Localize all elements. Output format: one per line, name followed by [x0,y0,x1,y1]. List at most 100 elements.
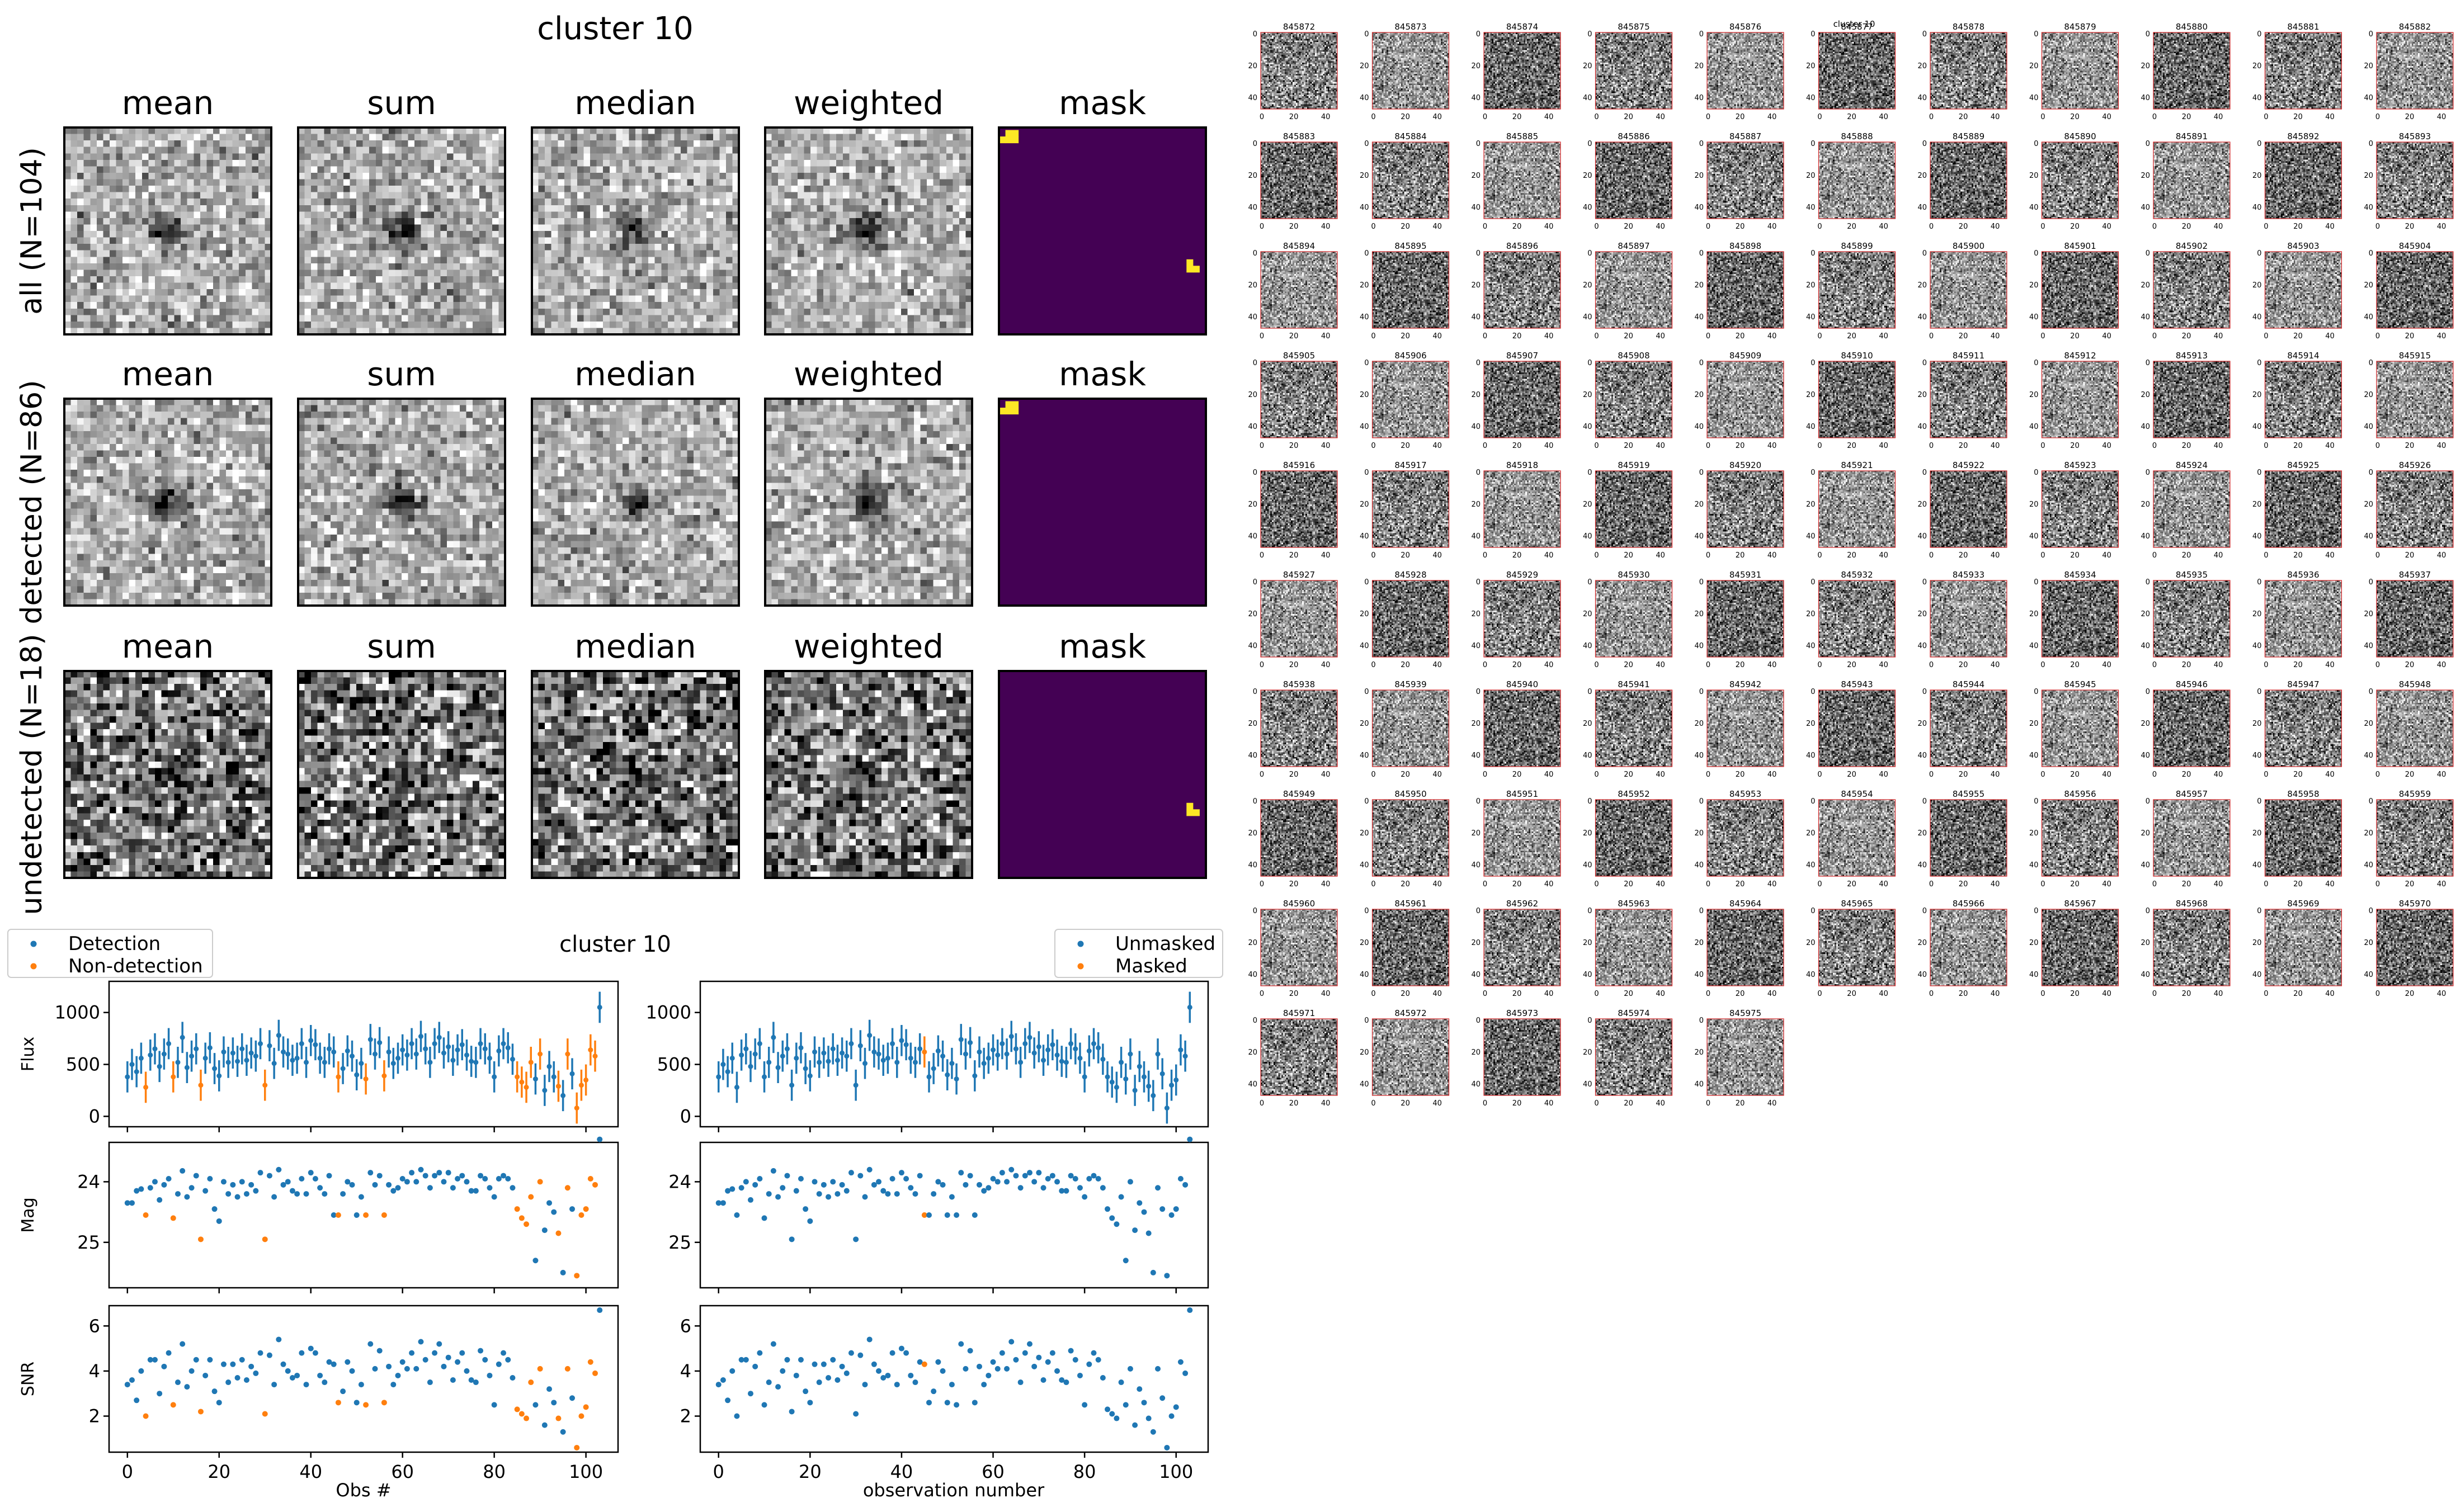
cutout-y-tick: 20 [1471,391,1481,399]
mag-point [761,1215,767,1221]
cutout-x-tick: 0 [1483,223,1487,231]
mag-point [944,1212,950,1218]
cutout-x-tick: 20 [1401,551,1410,560]
snr-point [1168,1413,1175,1419]
snr-point [541,1422,548,1428]
cutout-id-label: 845911 [1953,351,1984,361]
cutout-x-tick: 20 [2405,442,2415,450]
cutout-x-tick: 20 [1624,113,1633,121]
snr-point [175,1379,181,1386]
cutout-frame [1483,361,1561,438]
mag-point [220,1179,227,1185]
snr-point [143,1413,149,1419]
flux-point [524,1084,529,1090]
mag-point [976,1182,982,1188]
snr-point [312,1350,318,1356]
cutout-x-tick: 40 [1656,551,1665,560]
mag-point [353,1212,360,1218]
cutout-y-tick: 20 [1694,172,1704,180]
flux-point [492,1074,497,1080]
mag-point [331,1212,337,1218]
cutout-x-tick: 40 [2325,661,2335,669]
cutout-y-tick: 40 [1694,642,1704,650]
flux-point [1008,1033,1014,1039]
flux-point [469,1059,474,1064]
stack-image [64,399,271,606]
cutout-x-tick: 0 [2264,661,2268,669]
flux-point [239,1046,245,1052]
mag-point [518,1215,525,1221]
cutout-id-label: 845928 [1394,570,1426,580]
cutout-id-label: 845941 [1618,679,1649,689]
cutout-frame [1483,141,1561,219]
snr-point [322,1379,328,1386]
mag-point [432,1173,438,1179]
cutout-id-label: 845927 [1283,570,1315,580]
mag-point [848,1170,854,1176]
mag-point [885,1191,891,1197]
snr-point [445,1354,451,1360]
cutout-image [1707,690,1784,767]
mag-point [551,1209,557,1215]
mag-point [459,1173,465,1179]
snr-point [994,1365,1001,1372]
cutout-x-tick: 20 [2070,442,2080,450]
cutout-y-tick: 0 [2146,578,2150,587]
cutout-y-tick: 40 [1806,204,1816,212]
y-tick-label: 500 [657,1054,691,1075]
snr-point [1114,1415,1120,1421]
cutout-frame [1818,32,1896,110]
cutout-id-label: 845903 [2287,241,2319,251]
cutout-x-tick: 40 [1767,880,1777,889]
mag-point [963,1182,969,1188]
cutout-x-tick: 20 [2405,332,2415,341]
cutout-frame [1595,799,1673,877]
cutout-frame [1706,361,1784,438]
mag-point [1173,1206,1179,1212]
cutout-id-label: 845913 [2176,351,2208,361]
mag-point [803,1206,809,1212]
mag-point [216,1218,222,1224]
cutout-x-tick: 0 [2375,223,2380,231]
cutout-id-label: 845915 [2399,351,2431,361]
cutout-y-tick: 0 [1699,1017,1704,1025]
cutout-x-tick: 20 [2293,661,2303,669]
snr-point [830,1357,836,1363]
cutout-x-tick: 0 [1929,442,1934,450]
cutout-image [2153,800,2230,876]
cutout-y-tick: 40 [1471,204,1481,212]
mag-point [299,1176,305,1182]
cutout-image [2265,909,2342,986]
snr-point [1022,1350,1028,1356]
cutout-y-tick: 40 [1694,861,1704,870]
flux-point [367,1037,373,1042]
flux-point [267,1043,272,1048]
cutout-image [1818,142,1896,219]
snr-point [271,1382,277,1388]
cutout-y-tick: 40 [1248,204,1257,212]
cutout-x-tick: 20 [1512,771,1522,779]
cutout-y-tick: 20 [1360,829,1369,838]
cutout-x-tick: 40 [1656,113,1665,121]
panel-frame [699,980,1209,1128]
snr-point [225,1379,232,1386]
cutout-id-label: 845875 [1618,22,1649,32]
mag-point [528,1194,534,1200]
stack-image [765,127,972,334]
flux-point [775,1065,781,1070]
flux-point [748,1064,753,1069]
mag-point [152,1179,158,1185]
snr-point [404,1365,410,1372]
cutout-id-label: 845916 [1283,460,1315,470]
mag-point [889,1176,895,1182]
flux-point [207,1045,213,1051]
cutout-x-tick: 40 [2102,113,2111,121]
cutout-y-tick: 20 [1694,281,1704,290]
cutout-frame [2153,141,2231,219]
cutout-image [1595,800,1672,876]
